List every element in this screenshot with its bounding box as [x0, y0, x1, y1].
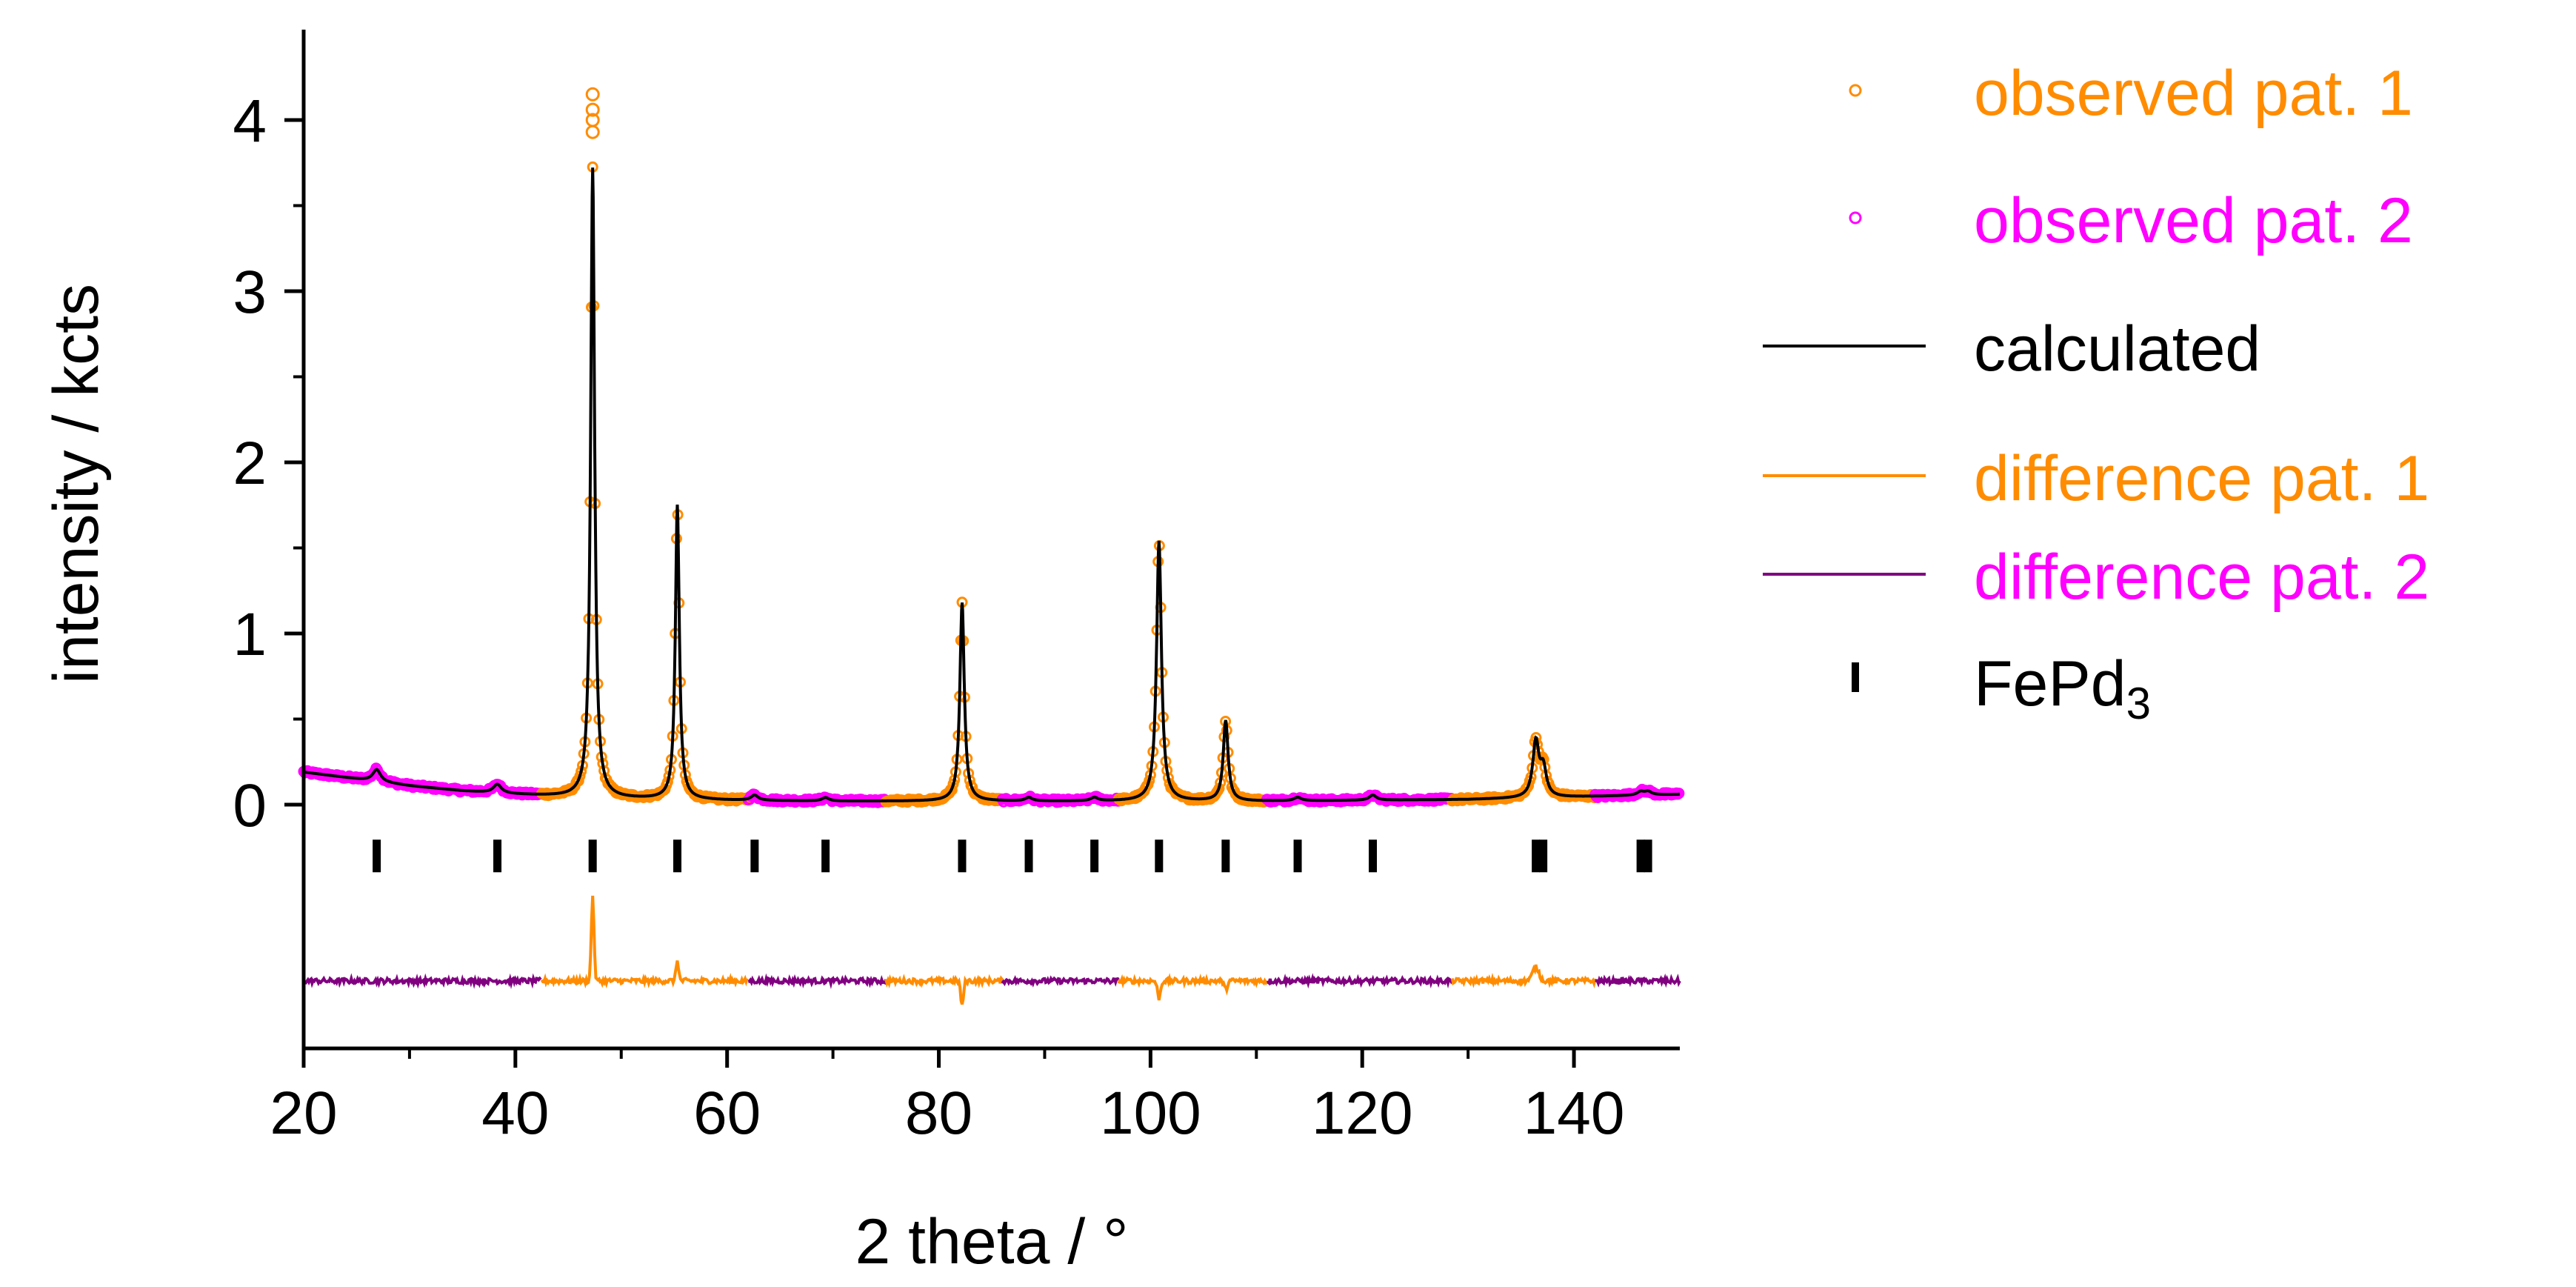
legend-label: calculated	[1974, 313, 2260, 385]
observed-point-pattern-1	[585, 124, 600, 139]
difference-line-pattern-2	[1267, 973, 1454, 989]
difference-line-pattern-1	[884, 974, 1004, 1005]
calculated-line	[303, 167, 1680, 802]
x-tick-label: 60	[693, 1080, 761, 1147]
legend-label: FePd3	[1974, 648, 2151, 728]
legend-item-refl: FePd3	[1852, 648, 2151, 728]
legend-item-diff2: difference pat. 2	[1763, 542, 2429, 613]
difference-line-pattern-1	[1450, 964, 1597, 989]
observed-point-pattern-1	[585, 87, 600, 102]
legend-marker-circle	[1849, 84, 1862, 97]
y-tick-label: 4	[233, 87, 267, 155]
legend-label: observed pat. 2	[1974, 185, 2413, 256]
y-tick-label: 3	[233, 259, 267, 326]
legend-marker-circle	[1849, 211, 1862, 225]
difference-line-pattern-2	[747, 973, 887, 989]
axes: 20 40 60 80 100 120 140 0 1 2 3 4 2 theta / ° intensi…	[41, 30, 1680, 1277]
y-tick-label: 2	[233, 430, 267, 497]
legend-label: difference pat. 1	[1974, 443, 2429, 514]
y-tick-label: 0	[233, 772, 267, 839]
legend-item-calc: calculated	[1763, 313, 2260, 385]
observed-point-pattern-1	[585, 102, 600, 117]
x-axis-title: 2 theta / °	[855, 1206, 1128, 1277]
difference-line-pattern-1	[540, 895, 749, 989]
x-tick-label: 100	[1100, 1080, 1201, 1147]
difference-line-pattern-2	[1595, 973, 1681, 988]
x-tick-label: 80	[905, 1080, 972, 1147]
x-tick-label: 40	[481, 1080, 549, 1147]
y-axis-title: intensity / kcts	[41, 284, 112, 684]
legend-label: difference pat. 2	[1974, 542, 2429, 613]
plot-area	[298, 87, 1685, 1005]
legend-item-obs2: observed pat. 2	[1849, 185, 2413, 256]
legend-item-diff1: difference pat. 1	[1763, 443, 2429, 514]
difference-line-pattern-2	[1001, 974, 1120, 988]
x-tick-label: 140	[1524, 1080, 1625, 1147]
legend-item-obs1: observed pat. 1	[1849, 58, 2413, 129]
legend: observed pat. 1 observed pat. 2 calculated…	[1763, 58, 2429, 728]
reflection-ticks	[373, 839, 1652, 873]
x-tick-label: 120	[1312, 1080, 1413, 1147]
y-tick-label: 1	[233, 601, 267, 668]
legend-label: observed pat. 1	[1974, 58, 2413, 129]
difference-line-pattern-2	[302, 973, 542, 990]
observed-point-pattern-1	[585, 113, 600, 127]
legend-label-subscript: 3	[2126, 679, 2151, 728]
observed-points	[298, 87, 1685, 808]
difference-line-pattern-1	[1117, 973, 1269, 1001]
x-tick-label: 20	[270, 1080, 337, 1147]
